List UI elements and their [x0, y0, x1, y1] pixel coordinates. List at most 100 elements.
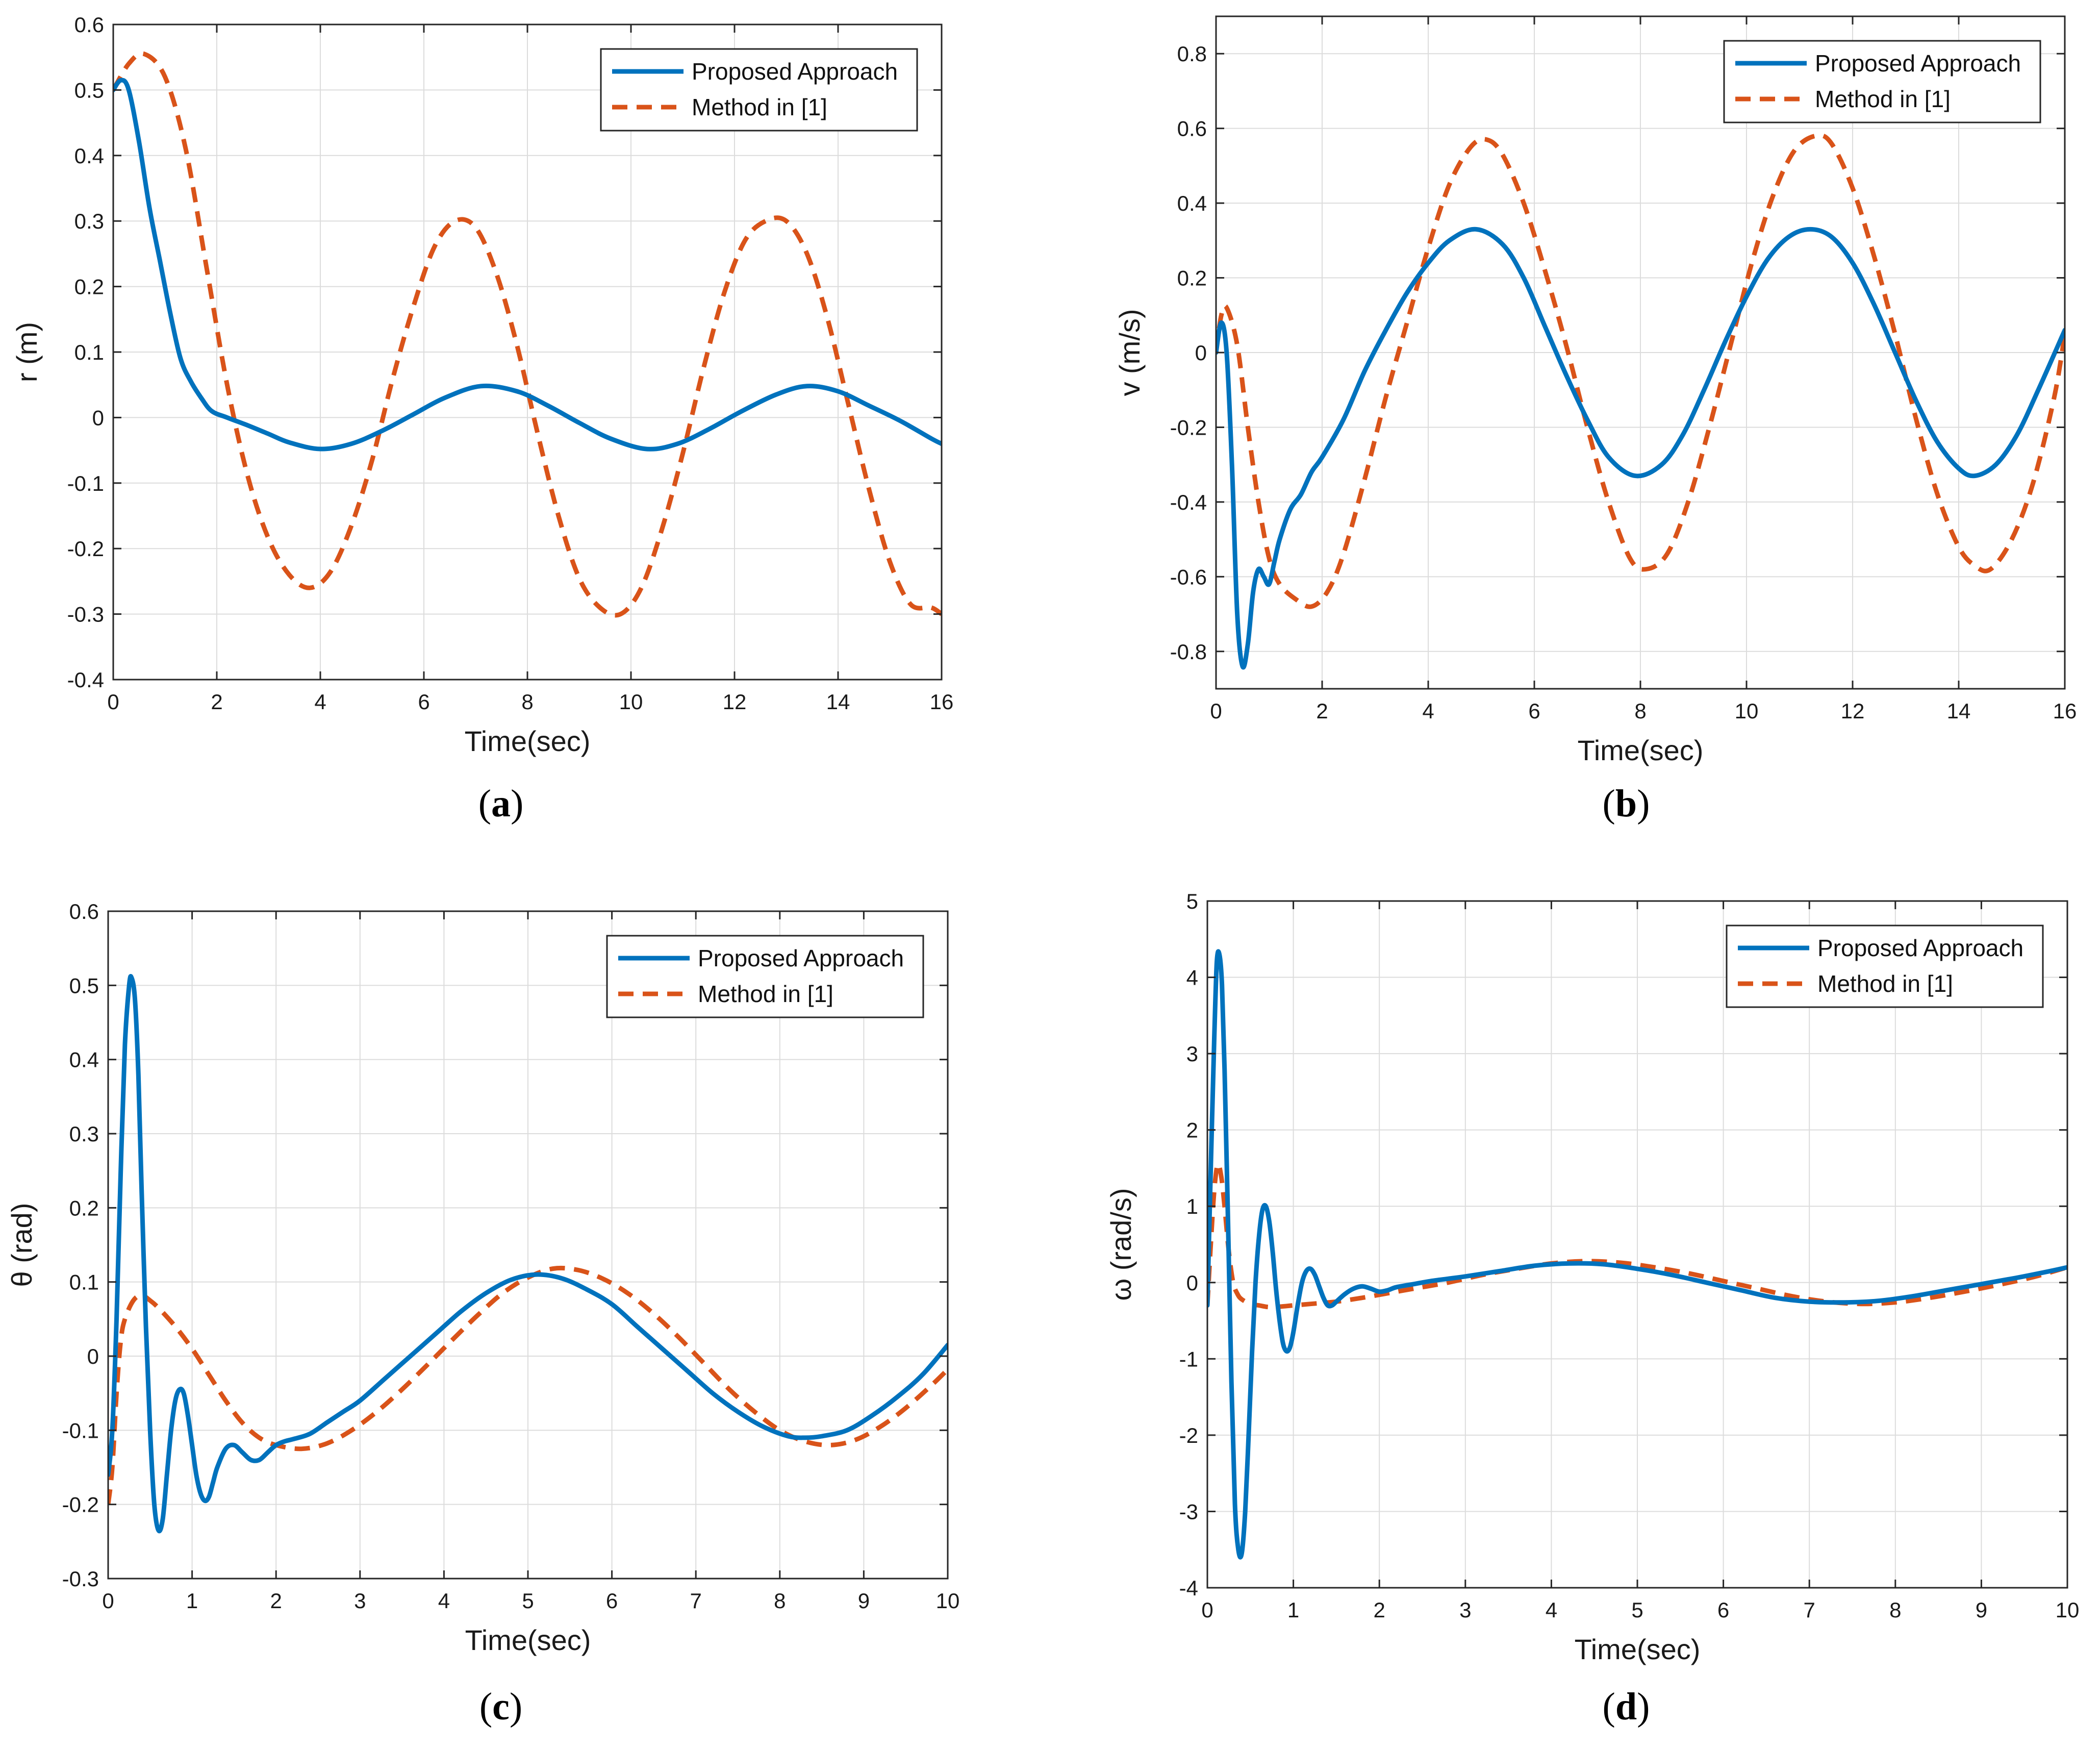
x-tick-label: 7 — [690, 1589, 702, 1613]
chart-d: 0 1 2 3 4 5 6 7 8 9 10 -4 -3 -2 -1 0 1 2 3 4 5 Time(sec) ω (ra… — [1105, 889, 2079, 1728]
y-tick-label: 0.3 — [74, 209, 104, 233]
x-tick-label: 5 — [1631, 1598, 1643, 1622]
y-tick-label: -4 — [1179, 1576, 1198, 1600]
y-tick-label: -2 — [1179, 1423, 1198, 1447]
y-tick-label: -0.8 — [1170, 640, 1207, 664]
y-tick-label: 0.6 — [1177, 117, 1207, 141]
x-tick-label: 8 — [1889, 1598, 1901, 1622]
x-axis-label: Time(sec) — [465, 725, 591, 757]
x-tick-label: 5 — [522, 1589, 534, 1613]
y-tick-label: 0.5 — [69, 973, 99, 997]
legend-box — [600, 48, 918, 132]
y-tick-label: 0.3 — [69, 1122, 99, 1146]
y-tick-label: -0.4 — [1170, 490, 1207, 514]
x-tick-label: 14 — [1947, 699, 1971, 723]
y-axis-label: r (m) — [11, 322, 43, 382]
y-tick-label: 4 — [1186, 966, 1198, 990]
x-tick-label: 4 — [314, 690, 326, 714]
series-line-proposed-approach — [1207, 949, 2067, 1560]
y-axis-label: θ (rad) — [6, 1203, 38, 1287]
series-line-proposed-approach — [113, 78, 942, 452]
legend-box — [606, 935, 924, 1018]
x-tick-label: 0 — [1210, 699, 1222, 723]
y-tick-label: 0.8 — [1177, 42, 1207, 66]
y-tick-label: 0 — [1186, 1271, 1198, 1295]
x-tick-label: 0 — [107, 690, 119, 714]
panel-caption: (a) — [478, 782, 524, 825]
legend: Proposed Approach Method in [1] — [606, 935, 924, 1018]
legend-box — [1723, 40, 2041, 123]
y-axis-label: ω (rad/s) — [1105, 1188, 1137, 1301]
series-line-method-in-1 — [113, 51, 942, 618]
chart-a: 0 2 4 6 8 10 12 14 16 -0.4 -0.3 -0.2 -0.1 0 0.1 0.2 0.3 0… — [11, 13, 953, 825]
x-tick-label: 8 — [521, 690, 533, 714]
x-axis-label: Time(sec) — [465, 1624, 591, 1656]
legend-label: Proposed Approach — [1817, 935, 2023, 961]
panel-caption: (c) — [479, 1685, 522, 1728]
x-tick-label: 6 — [1717, 1598, 1729, 1622]
y-tick-label: 2 — [1186, 1118, 1198, 1142]
x-axis-label: Time(sec) — [1578, 734, 1704, 766]
y-tick-label: 0.4 — [74, 144, 104, 168]
y-tick-label: 0.2 — [1177, 266, 1207, 290]
x-tick-label: 7 — [1804, 1598, 1815, 1622]
panel-caption: (d) — [1603, 1685, 1650, 1728]
x-tick-label: 1 — [186, 1589, 198, 1613]
x-tick-label: 12 — [723, 690, 747, 714]
y-tick-label: -0.1 — [62, 1418, 99, 1442]
y-tick-label: -0.2 — [1170, 415, 1207, 439]
legend-label: Method in [1] — [1815, 86, 1951, 112]
y-tick-label: -0.2 — [62, 1493, 99, 1517]
y-tick-label: 0.5 — [74, 78, 104, 102]
chart-c: 0 1 2 3 4 5 6 7 8 9 10 -0.3 -0.2 -0.1 0 0.1 0.2 0.3 0.4 0.5… — [6, 899, 959, 1728]
legend: Proposed Approach Method in [1] — [1726, 924, 2044, 1008]
chart-b: 0 2 4 6 8 10 12 14 16 -0.8 -0.6 -0.4 -0.2 0 0.2 0.4 0.6 0… — [1114, 15, 2077, 825]
legend-label: Method in [1] — [1817, 970, 1953, 997]
x-tick-label: 9 — [1976, 1598, 1987, 1622]
x-tick-label: 14 — [826, 690, 850, 714]
x-tick-label: 2 — [211, 690, 222, 714]
y-tick-label: 3 — [1186, 1042, 1198, 1066]
series-line-proposed-approach — [1216, 227, 2065, 670]
panel-caption: (b) — [1603, 782, 1650, 825]
x-tick-label: 2 — [1374, 1598, 1385, 1622]
x-tick-label: 10 — [936, 1589, 960, 1613]
x-tick-label: 0 — [102, 1589, 114, 1613]
x-tick-label: 9 — [858, 1589, 870, 1613]
x-tick-label: 16 — [2053, 699, 2077, 723]
x-tick-label: 10 — [619, 690, 643, 714]
y-tick-label: 5 — [1186, 889, 1198, 913]
legend-label: Proposed Approach — [1815, 50, 2021, 77]
legend-box — [1726, 924, 2044, 1008]
x-tick-label: 12 — [1841, 699, 1865, 723]
legend: Proposed Approach Method in [1] — [1723, 40, 2041, 123]
y-tick-label: -3 — [1179, 1499, 1198, 1523]
panel-caption-letter: c — [492, 1685, 510, 1728]
x-tick-label: 6 — [418, 690, 429, 714]
panel-caption-letter: b — [1615, 782, 1637, 825]
y-tick-label: -0.3 — [67, 603, 104, 627]
x-tick-label: 0 — [1201, 1598, 1213, 1622]
x-tick-label: 3 — [354, 1589, 366, 1613]
y-tick-label: -1 — [1179, 1347, 1198, 1371]
y-tick-label: -0.3 — [62, 1567, 99, 1591]
y-tick-label: 0 — [92, 406, 104, 430]
y-tick-label: -0.1 — [67, 471, 104, 495]
x-tick-label: 8 — [1634, 699, 1646, 723]
legend-label: Method in [1] — [692, 94, 827, 120]
y-tick-label: 0.6 — [69, 899, 99, 923]
x-tick-label: 10 — [2056, 1598, 2080, 1622]
y-tick-label: -0.2 — [67, 537, 104, 561]
x-tick-label: 6 — [606, 1589, 618, 1613]
y-tick-label: 0 — [1195, 341, 1207, 365]
panel-caption-letter: d — [1615, 1685, 1637, 1728]
legend-label: Proposed Approach — [698, 945, 904, 971]
y-tick-label: 0.4 — [69, 1048, 99, 1072]
x-tick-label: 2 — [270, 1589, 282, 1613]
y-tick-label: 0.6 — [74, 13, 104, 37]
x-tick-label: 4 — [438, 1589, 450, 1613]
legend-label: Method in [1] — [698, 981, 833, 1007]
series-line-method-in-1 — [1216, 133, 2065, 609]
x-axis-label: Time(sec) — [1575, 1633, 1701, 1665]
